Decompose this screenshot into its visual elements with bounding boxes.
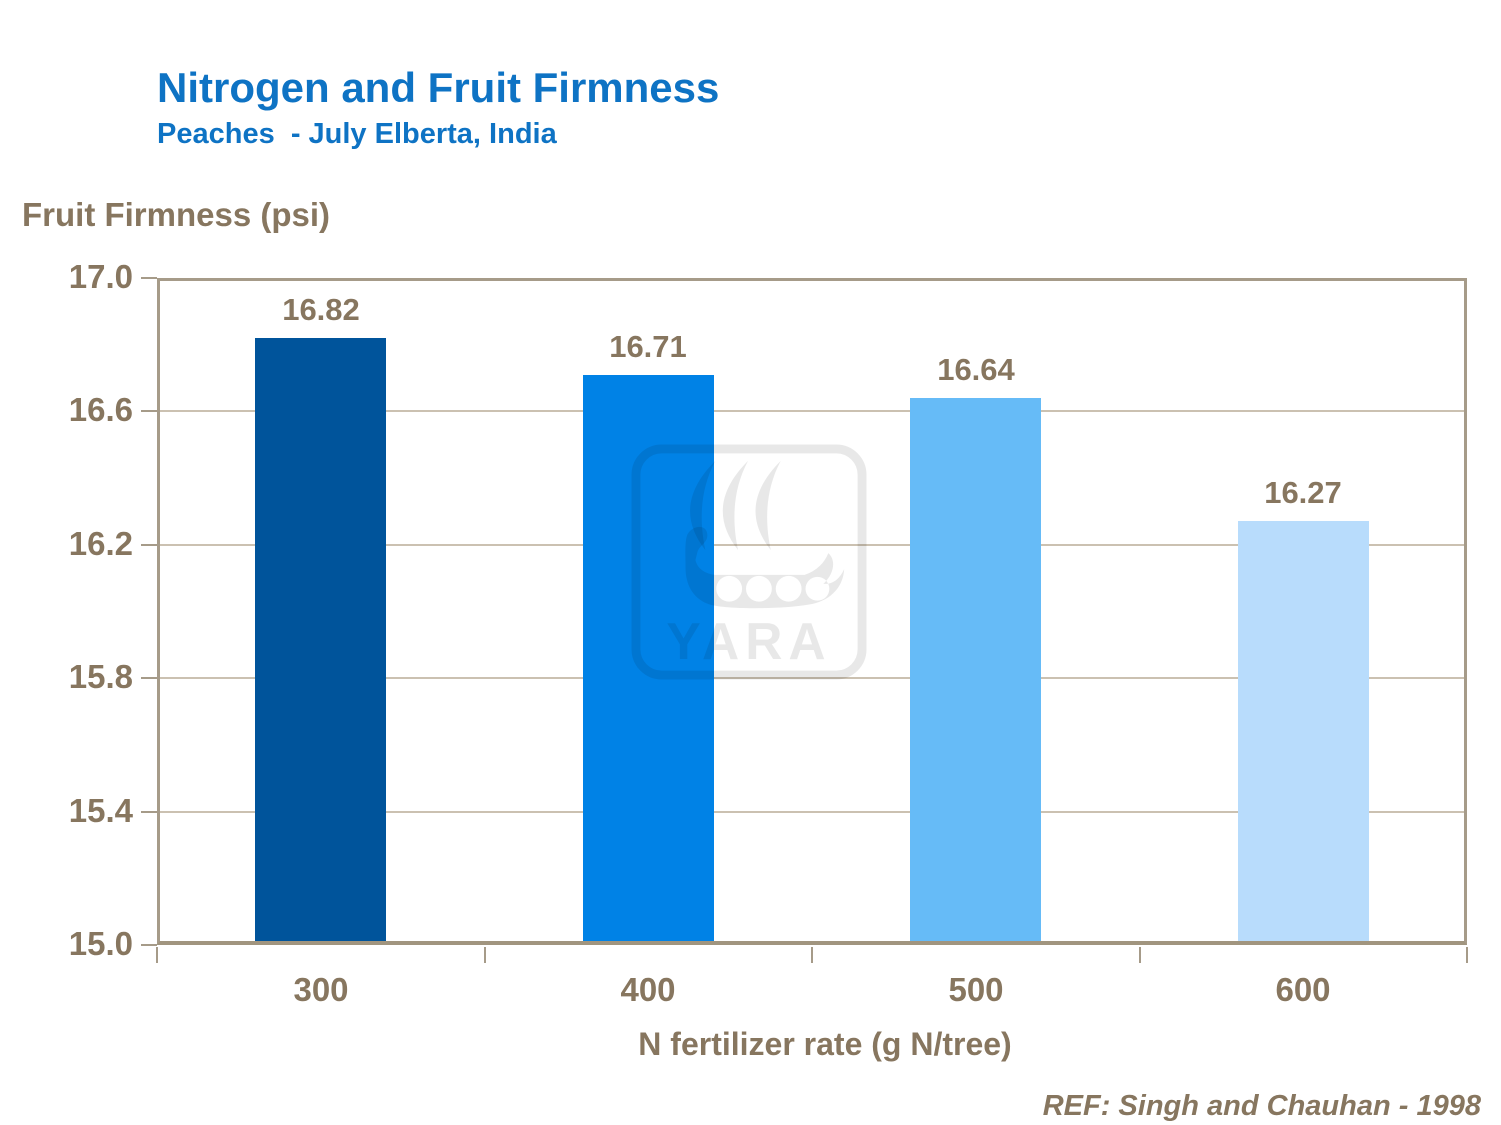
x-tickmark	[811, 947, 813, 963]
y-tickmark	[141, 944, 157, 946]
bar-value-label-300: 16.82	[282, 292, 360, 327]
y-tick-label: 17.0	[68, 258, 133, 295]
bar-value-label-400: 16.71	[609, 329, 687, 364]
gridline	[157, 410, 1467, 412]
x-tick-label-400: 400	[620, 971, 676, 1008]
gridline	[157, 811, 1467, 813]
y-tickmark	[141, 677, 157, 679]
bar-600	[1238, 521, 1369, 943]
bar-300	[255, 338, 386, 943]
x-tick-label-600: 600	[1275, 971, 1331, 1008]
y-tick-label: 16.6	[68, 391, 133, 428]
y-tick-label: 16.2	[68, 525, 133, 562]
x-tick-label-300: 300	[293, 971, 349, 1008]
y-tickmark	[141, 544, 157, 546]
bar-value-label-500: 16.64	[937, 352, 1015, 387]
bar-500	[910, 398, 1041, 943]
chart-title: Nitrogen and Fruit Firmness	[157, 64, 720, 111]
chart-subtitle: Peaches - July Elberta, India	[157, 118, 557, 150]
y-axis-title: Fruit Firmness (psi)	[22, 196, 331, 233]
bar-value-label-600: 16.27	[1264, 475, 1342, 510]
y-tickmark	[141, 277, 157, 279]
gridline	[157, 677, 1467, 679]
y-tickmark	[141, 410, 157, 412]
y-tick-label: 15.8	[68, 658, 133, 695]
x-tickmark	[1139, 947, 1141, 963]
y-tick-label: 15.4	[68, 792, 133, 829]
gridline	[157, 544, 1467, 546]
x-tickmark	[1466, 947, 1468, 963]
x-axis-title: N fertilizer rate (g N/tree)	[638, 1026, 1012, 1062]
x-tickmark	[484, 947, 486, 963]
y-tickmark	[141, 811, 157, 813]
bar-400	[583, 375, 714, 943]
y-tick-label: 15.0	[68, 925, 133, 962]
reference-text: REF: Singh and Chauhan - 1998	[1042, 1090, 1481, 1122]
x-tickmark	[156, 947, 158, 963]
x-tick-label-500: 500	[948, 971, 1004, 1008]
